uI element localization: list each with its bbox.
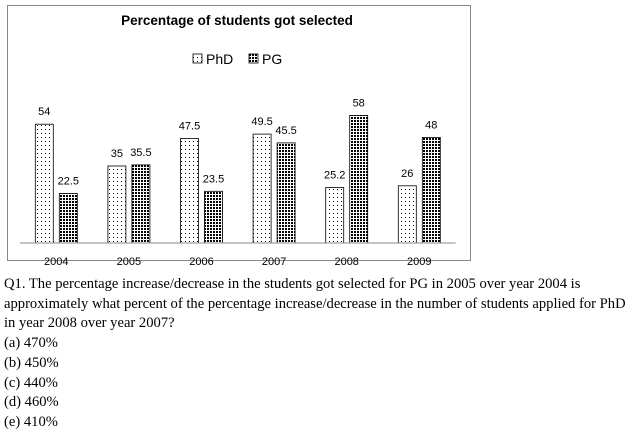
legend-swatch: [192, 53, 203, 64]
value-label: 49.5: [251, 116, 272, 128]
chart: Percentage of students got selected PhD P…: [7, 5, 471, 268]
bar: [131, 164, 151, 244]
option: (b) 450%: [4, 354, 59, 371]
question-text: Q1. The percentage increase/decrease in …: [4, 276, 626, 332]
x-tick-label: 2004: [44, 256, 68, 268]
x-tick-label: 2007: [262, 256, 286, 268]
bar: [107, 165, 127, 244]
bar: [421, 136, 441, 244]
bar: [204, 190, 223, 244]
option: (a) 470%: [4, 335, 58, 352]
legend-swatch: [248, 53, 259, 64]
option: (c) 440%: [4, 374, 58, 391]
value-label: 25.2: [324, 170, 345, 182]
value-label: 47.5: [179, 121, 200, 133]
value-label: 58: [353, 97, 365, 109]
value-label: 35: [111, 148, 123, 160]
bar: [349, 115, 369, 244]
value-label: 35.5: [130, 147, 151, 159]
value-label: 54: [38, 106, 50, 118]
bar: [58, 193, 78, 244]
chart-frame: [7, 5, 471, 261]
option: (d) 460%: [4, 394, 59, 411]
bar: [276, 142, 296, 244]
value-label: 23.5: [203, 173, 224, 185]
legend-label: PhD: [206, 51, 233, 67]
x-tick-label: 2008: [334, 256, 358, 268]
bar: [180, 138, 199, 244]
x-tick-label: 2006: [189, 256, 213, 268]
bar: [325, 187, 345, 244]
question: Q1. The percentage increase/decrease in …: [4, 275, 634, 433]
value-label: 26: [401, 168, 413, 180]
value-label: 45.5: [275, 125, 296, 137]
bar: [397, 185, 417, 244]
value-label: 22.5: [58, 176, 79, 188]
value-label: 48: [425, 119, 437, 131]
chart-title: Percentage of students got selected: [121, 13, 353, 28]
x-tick-label: 2005: [117, 256, 141, 268]
legend-label: PG: [262, 51, 282, 67]
bar: [252, 133, 272, 244]
x-tick-label: 2009: [407, 256, 431, 268]
option: (e) 410%: [4, 413, 58, 430]
bar: [34, 123, 54, 244]
